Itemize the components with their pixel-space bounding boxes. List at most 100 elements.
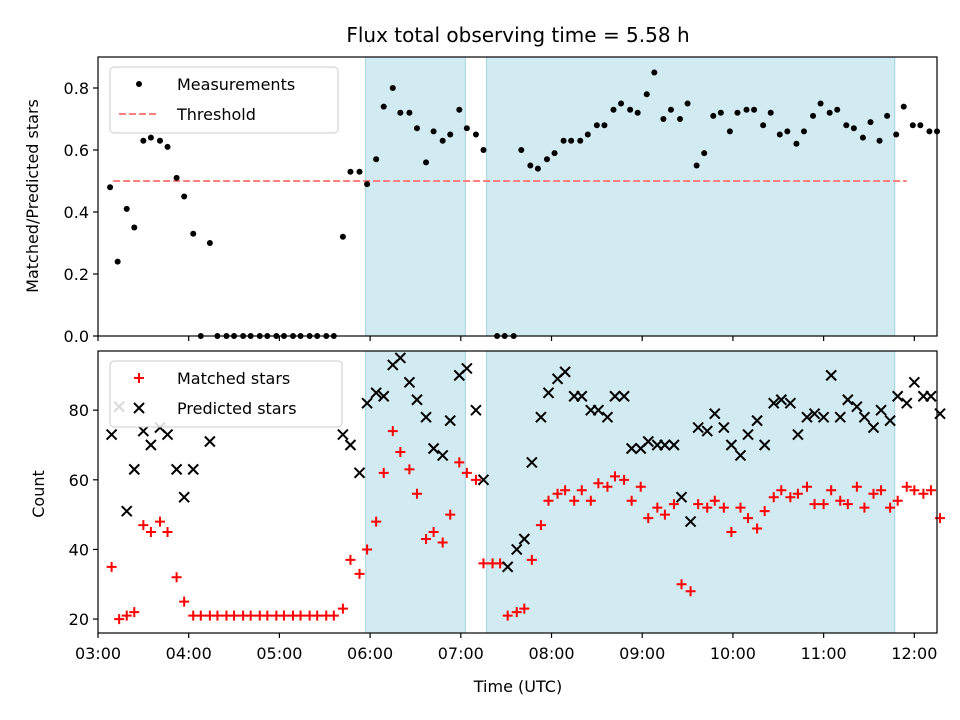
measurement-point	[601, 122, 608, 129]
shaded-interval-2	[486, 57, 895, 336]
predicted-stars-point	[758, 439, 771, 451]
predicted-stars-point	[684, 515, 697, 528]
matched-stars-point	[826, 485, 837, 496]
matched-stars-point	[868, 488, 879, 499]
predicted-stars-point	[751, 414, 763, 427]
measurement-point	[107, 184, 114, 191]
measurement-point	[190, 230, 197, 237]
y-tick-label: 20	[69, 610, 89, 629]
measurement-point	[660, 116, 667, 122]
legend-marker-matched	[134, 373, 144, 383]
matched-stars-point	[752, 523, 763, 534]
measurement-point	[364, 181, 371, 188]
legend-box	[109, 360, 343, 428]
predicted-stars-point	[701, 425, 713, 437]
matched-stars-point	[470, 474, 481, 485]
x-tick-label: 11:00	[801, 644, 847, 663]
predicted-stars-point	[875, 404, 887, 416]
measurement-point	[893, 131, 900, 138]
matched-stars-point	[345, 554, 356, 565]
matched-stars-point	[593, 478, 604, 489]
predicted-stars-point	[618, 390, 630, 402]
matched-stars-point	[395, 446, 406, 457]
y-tick-label: 60	[69, 471, 89, 490]
x-tick-label: 03:00	[75, 644, 121, 663]
predicted-stars-point	[884, 414, 896, 427]
matched-stars-point	[851, 481, 862, 492]
predicted-stars-point	[725, 439, 738, 451]
measurement-point	[439, 137, 446, 144]
matched-stars-point	[519, 603, 530, 614]
predicted-stars-point	[403, 376, 416, 389]
matched-stars-point	[129, 607, 140, 618]
predicted-stars-point	[867, 421, 880, 434]
measurement-point	[876, 137, 883, 144]
matched-stars-point	[278, 610, 289, 621]
x-tick-label: 06:00	[347, 644, 393, 663]
top-panel: 0.0 0.2 0.4 0.6 0.8 Measurements Threshold	[64, 56, 940, 346]
matched-stars-point	[195, 610, 206, 621]
measurement-point	[472, 131, 479, 138]
y-tick-label: 0.2	[64, 265, 89, 284]
predicted-stars-point	[337, 428, 349, 441]
matched-stars-point	[768, 492, 779, 503]
predicted-stars-point	[609, 390, 621, 402]
predicted-stars-point	[470, 404, 482, 416]
matched-stars-point	[461, 467, 472, 478]
predicted-stars-point	[187, 463, 199, 476]
measurement-point	[389, 85, 396, 91]
measurement-point	[447, 131, 454, 138]
predicted-stars-point	[436, 449, 449, 462]
measurement-point	[826, 109, 833, 116]
bottom-y-axis-label: Count	[29, 470, 48, 518]
predicted-stars-point	[808, 407, 821, 420]
matched-stars-point	[569, 495, 580, 506]
x-tick-label: 10:00	[710, 644, 756, 663]
measurement-point	[684, 100, 691, 107]
predicted-stars-point	[709, 407, 721, 420]
measurement-point	[834, 106, 841, 113]
predicted-stars-point	[370, 387, 382, 399]
predicted-stars-point	[361, 397, 373, 409]
matched-stars-point	[121, 610, 132, 621]
measurement-point	[397, 109, 404, 116]
predicted-stars-point	[775, 394, 788, 406]
measurement-point	[480, 147, 487, 153]
measurement-point	[760, 122, 767, 129]
measurement-point	[717, 109, 724, 116]
matched-stars-point	[171, 572, 182, 583]
matched-stars-point	[635, 481, 646, 492]
matched-stars-point	[387, 426, 398, 437]
measurement-point	[651, 69, 658, 76]
matched-stars-point	[735, 502, 746, 513]
predicted-stars-point	[542, 387, 555, 399]
predicted-stars-point	[344, 439, 357, 451]
measurement-point	[793, 140, 800, 147]
predicted-stars-point	[105, 428, 118, 441]
matched-stars-point	[776, 485, 787, 496]
measurement-point	[347, 168, 354, 175]
measurement-point	[667, 106, 674, 113]
matched-stars-point	[454, 457, 465, 468]
predicted-stars-point	[411, 394, 423, 406]
measurement-point	[776, 131, 783, 138]
predicted-stars-point	[692, 421, 704, 434]
predicted-stars-point	[601, 411, 614, 423]
matched-stars-point	[106, 561, 117, 572]
matched-stars-point	[792, 488, 803, 499]
shaded-interval-2	[486, 351, 895, 633]
matched-stars-point	[785, 492, 796, 503]
x-tick-label: 05:00	[256, 644, 302, 663]
predicted-stars-point	[825, 369, 837, 382]
measurement-point	[926, 128, 933, 135]
predicted-stars-point	[908, 376, 921, 389]
measurement-point	[140, 137, 147, 144]
plot-frame	[97, 56, 938, 337]
measurement-point	[743, 106, 750, 113]
predicted-stars-point	[901, 397, 913, 409]
matched-stars-point	[643, 513, 654, 524]
matched-stars-point	[859, 502, 870, 513]
matched-stars-point	[743, 513, 754, 524]
top-y-axis-label: Matched/Predicted stars	[23, 99, 42, 293]
measurement-point	[456, 106, 463, 113]
